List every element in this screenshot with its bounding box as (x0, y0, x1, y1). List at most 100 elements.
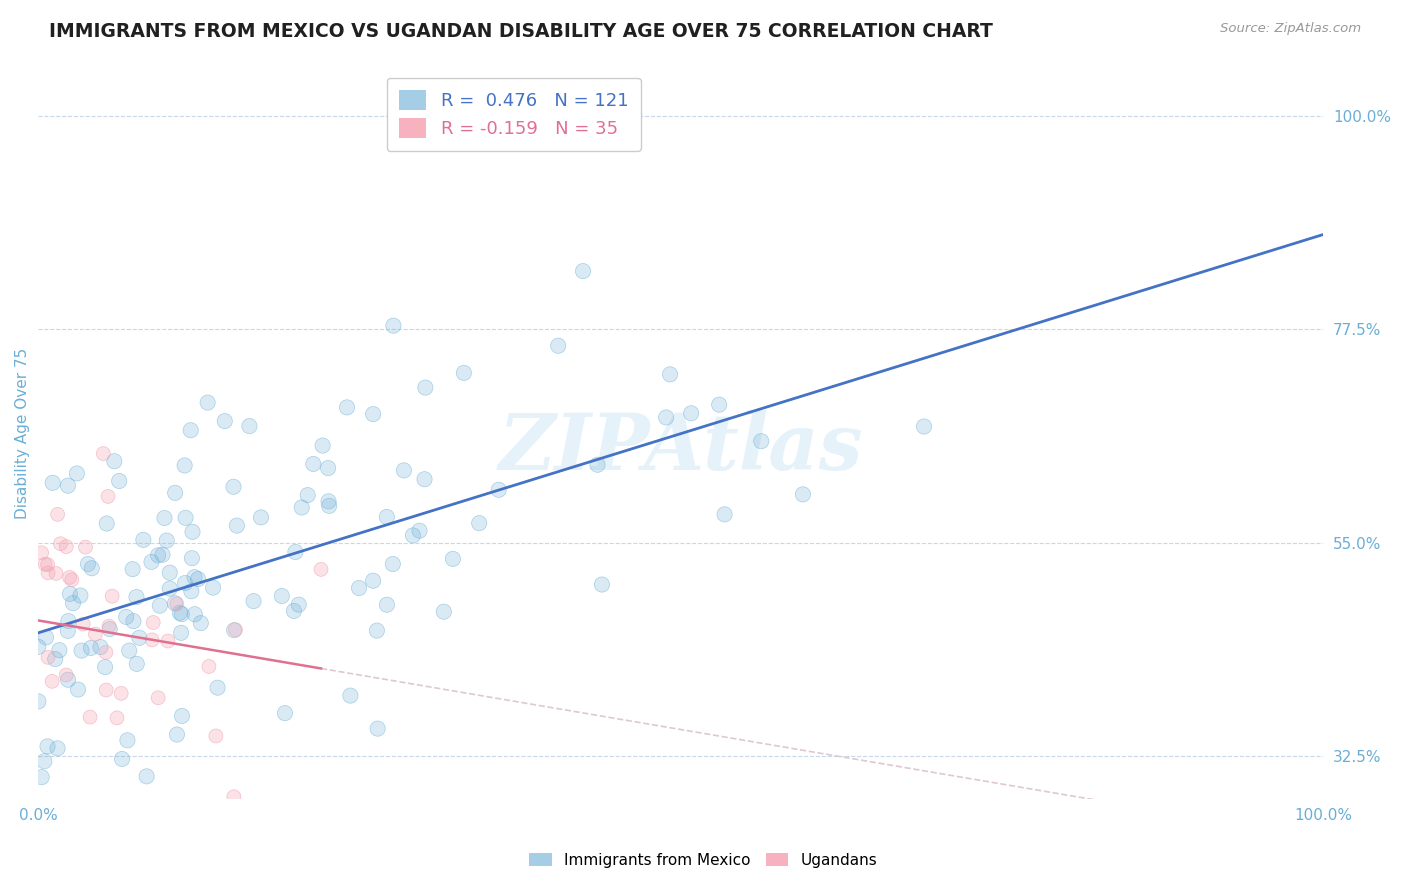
Point (125, 590, 148, 604)
Point (402, 528, 425, 542)
Point (121, 562, 143, 576)
Point (169, 606, 191, 620)
Point (225, 518, 247, 533)
Point (96, 516, 118, 531)
Point (173, 458, 195, 473)
Point (58, 614, 80, 628)
Point (97, 490, 120, 504)
Point (96, 516, 118, 531)
Point (111, 752, 134, 766)
Point (198, 659, 221, 673)
Point (912, 419, 935, 434)
Point (197, 395, 219, 409)
Point (27, 694, 49, 708)
Point (37, 558, 59, 572)
Point (117, 733, 139, 747)
Point (586, 458, 609, 472)
Point (56, 478, 79, 492)
Point (31, 770, 53, 784)
Point (84, 627, 107, 641)
Legend: Immigrants from Mexico, Ugandans: Immigrants from Mexico, Ugandans (522, 845, 884, 875)
Point (198, 659, 221, 673)
Point (433, 605, 456, 619)
Point (75, 540, 97, 554)
Point (183, 570, 205, 584)
Point (207, 681, 229, 695)
Point (202, 581, 225, 595)
Point (366, 624, 388, 638)
Point (309, 562, 332, 576)
Point (37, 650, 59, 665)
Point (156, 533, 179, 548)
Point (468, 516, 491, 531)
Point (118, 643, 141, 657)
Point (117, 733, 139, 747)
Point (547, 339, 569, 353)
Point (56, 478, 79, 492)
Point (488, 483, 510, 497)
Point (105, 711, 128, 725)
Point (242, 594, 264, 608)
Point (41, 674, 63, 689)
Point (111, 752, 134, 766)
Point (46, 508, 69, 522)
Point (165, 486, 187, 500)
Point (56, 624, 79, 638)
Point (125, 657, 148, 671)
Point (94, 645, 117, 659)
Point (66, 682, 89, 697)
Point (159, 566, 181, 580)
Point (468, 516, 491, 531)
Point (152, 548, 174, 562)
Point (659, 368, 682, 382)
Point (655, 410, 678, 425)
Point (77, 557, 100, 571)
Point (242, 594, 264, 608)
Point (108, 474, 131, 488)
Point (311, 438, 333, 452)
Point (287, 598, 309, 612)
Point (48, 643, 70, 657)
Point (709, 398, 731, 412)
Text: Source: ZipAtlas.com: Source: ZipAtlas.com (1220, 22, 1361, 36)
Point (283, 604, 305, 618)
Point (79, 710, 101, 724)
Point (37, 558, 59, 572)
Point (91, 446, 114, 460)
Point (347, 581, 370, 595)
Point (190, 616, 212, 631)
Point (41, 475, 63, 490)
Point (224, 623, 246, 637)
Point (749, 434, 772, 449)
Point (222, 789, 245, 804)
Point (375, 510, 398, 524)
Point (415, 381, 437, 395)
Point (62, 596, 84, 610)
Point (34, 754, 56, 768)
Point (166, 727, 188, 741)
Point (98, 622, 121, 636)
Point (366, 624, 388, 638)
Point (156, 634, 179, 648)
Point (173, 458, 195, 473)
Point (80, 640, 103, 655)
Point (166, 597, 188, 611)
Point (142, 615, 165, 630)
Point (31, 546, 53, 560)
Point (31, 546, 53, 560)
Point (149, 599, 172, 613)
Point (58, 570, 80, 584)
Point (91, 446, 114, 460)
Point (60, 573, 83, 587)
Point (453, 366, 475, 380)
Point (115, 610, 138, 624)
Point (250, 510, 273, 524)
Point (96, 683, 118, 698)
Point (46, 741, 69, 756)
Point (156, 634, 179, 648)
Point (316, 461, 339, 475)
Point (180, 551, 202, 566)
Point (70, 643, 93, 657)
Point (184, 607, 207, 622)
Point (48, 643, 70, 657)
